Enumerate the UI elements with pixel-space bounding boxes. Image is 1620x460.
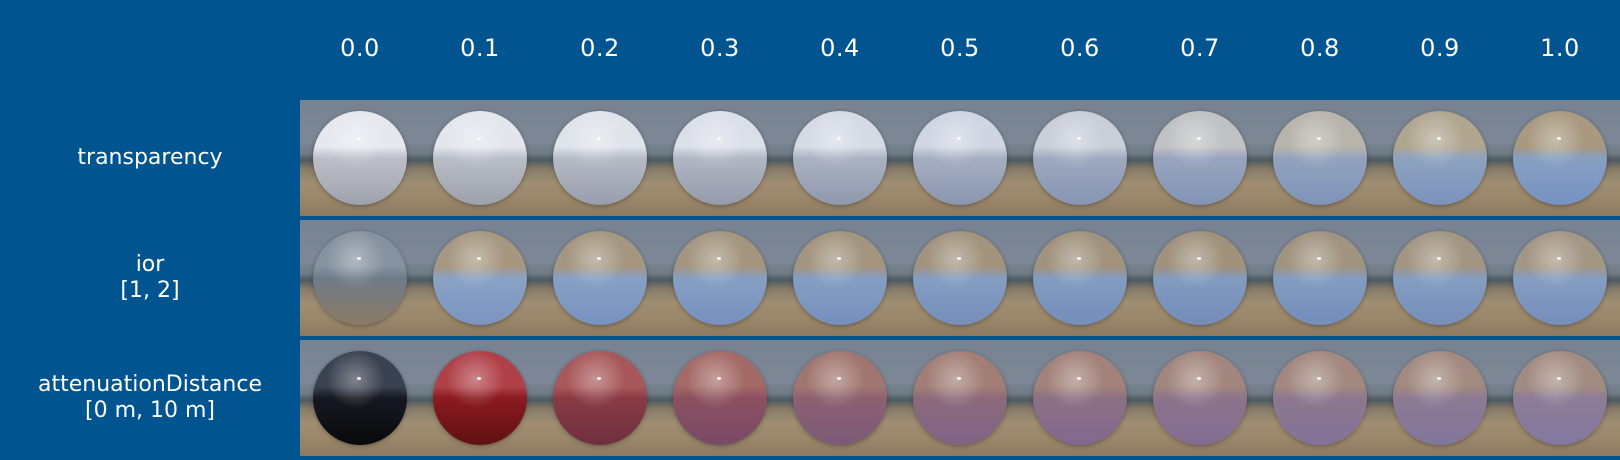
sphere-render [673, 351, 767, 445]
row-label: attenuationDistance [0 m, 10 m] [0, 340, 300, 456]
sphere-render [313, 111, 407, 205]
sphere-render [913, 231, 1007, 325]
row-render-panel [300, 100, 1620, 216]
sphere-render [673, 111, 767, 205]
sphere-render [793, 111, 887, 205]
sphere-render [1393, 111, 1487, 205]
column-label: 0.8 [1300, 34, 1340, 62]
sphere-render [1153, 351, 1247, 445]
column-label: 0.9 [1420, 34, 1460, 62]
sphere-render [313, 231, 407, 325]
sphere-render [673, 231, 767, 325]
column-label: 0.4 [820, 34, 860, 62]
row-label-line: [1, 2] [120, 278, 180, 303]
sphere-render [1513, 111, 1607, 205]
sphere-render [1273, 111, 1367, 205]
column-label: 0.7 [1180, 34, 1220, 62]
column-label: 0.2 [580, 34, 620, 62]
sphere-render [1513, 351, 1607, 445]
row-label-line: transparency [77, 145, 223, 170]
sphere-render [433, 231, 527, 325]
column-label: 0.5 [940, 34, 980, 62]
row-label-line: ior [135, 252, 165, 277]
sphere-render [433, 111, 527, 205]
row-label-line: [0 m, 10 m] [85, 398, 215, 423]
column-label: 0.6 [1060, 34, 1100, 62]
sphere-render [1393, 231, 1487, 325]
sphere-render [433, 351, 527, 445]
column-label: 0.0 [340, 34, 380, 62]
row-label: transparency [0, 100, 300, 216]
sphere-render [1273, 351, 1367, 445]
sphere-render [913, 351, 1007, 445]
row-render-panel [300, 340, 1620, 456]
row-label: ior [1, 2] [0, 220, 300, 336]
sphere-render [1033, 231, 1127, 325]
column-header: 0.0 0.1 0.2 0.3 0.4 0.5 0.6 0.7 0.8 0.9 1.0 [300, 0, 1620, 100]
column-label: 0.3 [700, 34, 740, 62]
sphere-render [1393, 351, 1487, 445]
row-render-panel [300, 220, 1620, 336]
sphere-render [1153, 231, 1247, 325]
sphere-render [1033, 351, 1127, 445]
sphere-render [1273, 231, 1367, 325]
sphere-render [793, 231, 887, 325]
sphere-render [553, 351, 647, 445]
sphere-render [1153, 111, 1247, 205]
column-label: 0.1 [460, 34, 500, 62]
row-label-line: attenuationDistance [38, 372, 262, 397]
column-label: 1.0 [1540, 34, 1580, 62]
sphere-render [553, 111, 647, 205]
sphere-render [913, 111, 1007, 205]
sphere-render [313, 351, 407, 445]
sphere-render [1033, 111, 1127, 205]
sphere-render [793, 351, 887, 445]
sphere-render [553, 231, 647, 325]
sphere-render [1513, 231, 1607, 325]
